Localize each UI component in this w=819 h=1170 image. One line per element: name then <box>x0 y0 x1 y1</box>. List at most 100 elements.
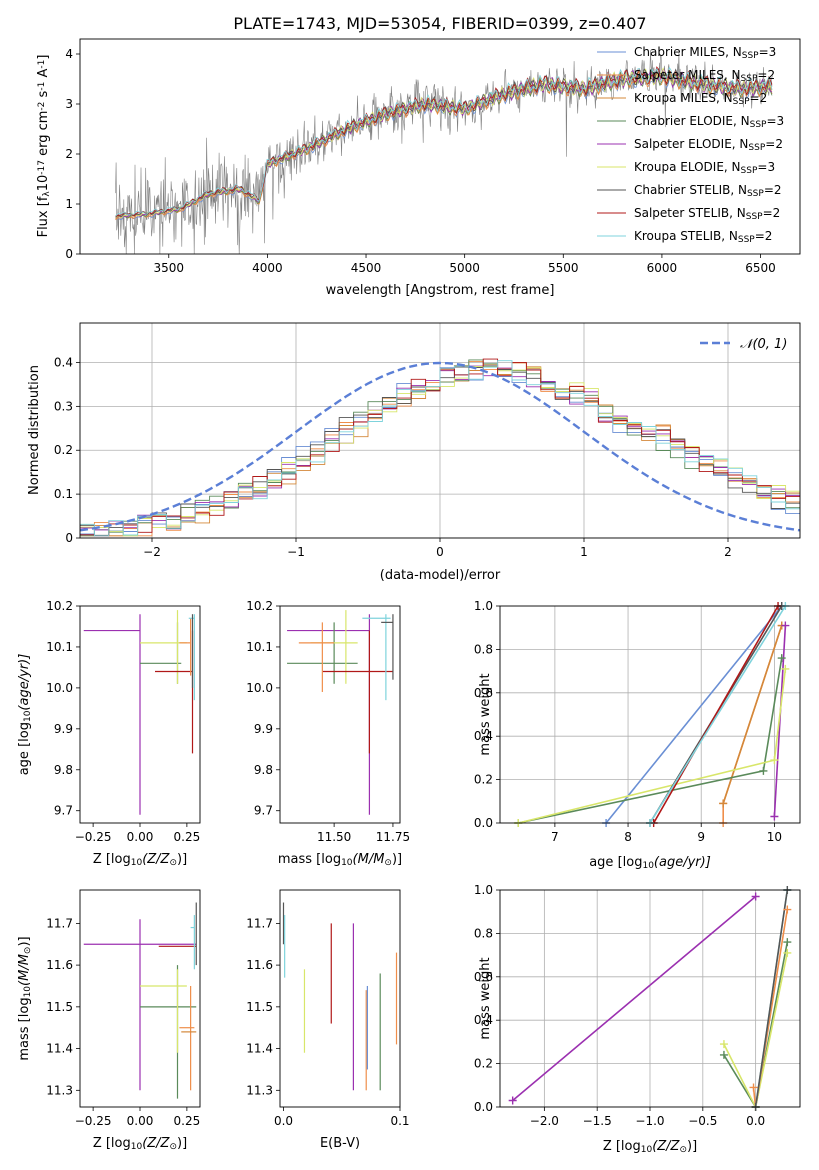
x-tick-label: 6000 <box>647 261 678 275</box>
weight-marker <box>781 621 790 630</box>
weight-curve-0 <box>512 895 757 1102</box>
y-tick-label: 10.0 <box>246 681 273 695</box>
y-tick-label: 11.5 <box>246 1000 273 1014</box>
legend-entry: Salpeter MILES, NSSP=2 <box>634 68 775 84</box>
label-part: (age/yr)] <box>17 654 32 711</box>
label-part: Chabrier MILES, N <box>634 45 742 59</box>
x-tick-label: 5500 <box>548 261 579 275</box>
y-tick-label: 4 <box>65 47 73 61</box>
x-tick-label: 0.1 <box>390 1114 409 1128</box>
weight-marker <box>783 905 792 914</box>
label-part: SSP <box>741 166 758 176</box>
label-part: SSP <box>746 212 763 222</box>
x-tick-label: 4500 <box>351 261 382 275</box>
x-tick-label: 8 <box>624 830 632 844</box>
panel-residuals: −2 −1 0 1 2 0 0.1 0.2 0.3 0.4 𝒩(0, 1) (data-model)/… <box>27 322 801 583</box>
label-part: 10 <box>23 986 33 998</box>
weight-curve-8 <box>649 606 787 823</box>
weight-marker <box>719 1040 728 1049</box>
y-tick-label: 11.7 <box>46 916 73 930</box>
label-part: Kroupa ELODIE, N <box>634 160 741 174</box>
label-part: -1 <box>37 60 47 69</box>
weight-marker <box>719 799 728 808</box>
label-part: SSP <box>750 120 767 130</box>
x-tick-label: 0.00 <box>127 1114 154 1128</box>
label-part: )] <box>177 852 187 867</box>
x-tick-label: −0.5 <box>688 1114 717 1128</box>
y-axis-label: Normed distribution <box>27 365 42 495</box>
x-tick-label: 6500 <box>745 261 776 275</box>
x-tick-label: −1.0 <box>635 1114 664 1128</box>
axes-frame <box>79 322 801 539</box>
figure-title: PLATE=1743, MJD=53054, FIBERID=0399, z=0… <box>233 14 646 33</box>
label-part: =2 <box>757 68 775 82</box>
weight-curve-5 <box>754 890 789 1107</box>
y-tick-label: 9.8 <box>254 763 273 777</box>
x-tick-label: −2 <box>143 545 161 559</box>
label-part: 10 <box>36 175 51 192</box>
label-part: SSP <box>733 97 750 107</box>
y-tick-label: 11.4 <box>246 1042 273 1056</box>
label-part: )] <box>177 1136 187 1151</box>
x-axis-label: E(B-V) <box>320 1136 360 1151</box>
plot-area <box>83 902 197 1099</box>
y-tick-label: 0 <box>65 531 73 545</box>
label-part: (Z/Z <box>142 1136 170 1151</box>
residual-histogram-8 <box>80 360 800 537</box>
label-part: erg cm <box>36 111 51 160</box>
y-tick-label: 9.8 <box>54 763 73 777</box>
x-axis-label: age [log10(age/yr)] <box>589 855 711 871</box>
plot-area <box>83 610 195 815</box>
y-tick-label: 11.3 <box>46 1083 73 1097</box>
x-tick-label: 5000 <box>449 261 480 275</box>
y-tick-label: 10.1 <box>46 640 73 654</box>
label-part: age [log <box>589 855 642 870</box>
y-tick-label: 0.0 <box>474 816 493 830</box>
model-spectrum-7 <box>115 66 773 217</box>
x-tick-label: 0.00 <box>127 830 154 844</box>
legend-entry: Kroupa MILES, NSSP=2 <box>634 91 767 107</box>
x-tick-label: −0.25 <box>75 830 112 844</box>
y-tick-label: 11.4 <box>46 1042 73 1056</box>
y-tick-label: 0.2 <box>474 773 493 787</box>
y-tick-label: 0.8 <box>474 926 493 940</box>
label-part: 10 <box>341 858 353 868</box>
weight-curve-7 <box>653 606 779 823</box>
label-part: ⊙ <box>384 858 392 868</box>
y-axis-label: age [log10(age/yr)] <box>17 654 33 776</box>
x-tick-label: 10 <box>767 830 782 844</box>
legend-entry: Salpeter STELIB, NSSP=2 <box>634 206 780 222</box>
label-part: ⊙ <box>169 1142 177 1152</box>
legend-entry: Kroupa STELIB, NSSP=2 <box>634 229 772 245</box>
y-tick-label: 0.2 <box>54 443 73 457</box>
y-tick-label: 3 <box>65 97 73 111</box>
x-tick-label: 11.50 <box>317 830 351 844</box>
y-tick-label: 11.7 <box>246 916 273 930</box>
label-part: )] <box>17 936 32 946</box>
weight-marker <box>719 1050 728 1059</box>
plot-area <box>287 610 394 815</box>
x-tick-label: 0 <box>436 545 444 559</box>
y-tick-label: 9.9 <box>254 722 273 736</box>
axes-frame <box>499 889 801 1108</box>
label-part: =2 <box>764 183 782 197</box>
y-tick-label: 0.1 <box>54 487 73 501</box>
x-axis-label: (data-model)/error <box>380 568 501 583</box>
x-tick-label: 3500 <box>153 261 184 275</box>
y-tick-label: 11.6 <box>246 958 273 972</box>
x-tick-label: 1 <box>580 545 588 559</box>
label-part: 10 <box>131 858 143 868</box>
label-part: Z [log <box>93 1136 131 1151</box>
legend-entry: Chabrier MILES, NSSP=3 <box>634 45 776 61</box>
label-part: Salpeter MILES, N <box>634 68 741 82</box>
x-tick-label: 4000 <box>252 261 283 275</box>
label-part: ⊙ <box>679 1145 687 1155</box>
y-tick-label: 0.4 <box>54 355 73 369</box>
label-part: =2 <box>765 137 783 151</box>
x-axis-label: Z [log10(Z/Z⊙)] <box>93 852 187 868</box>
axes-frame <box>79 38 801 255</box>
y-tick-label: 11.5 <box>46 1000 73 1014</box>
